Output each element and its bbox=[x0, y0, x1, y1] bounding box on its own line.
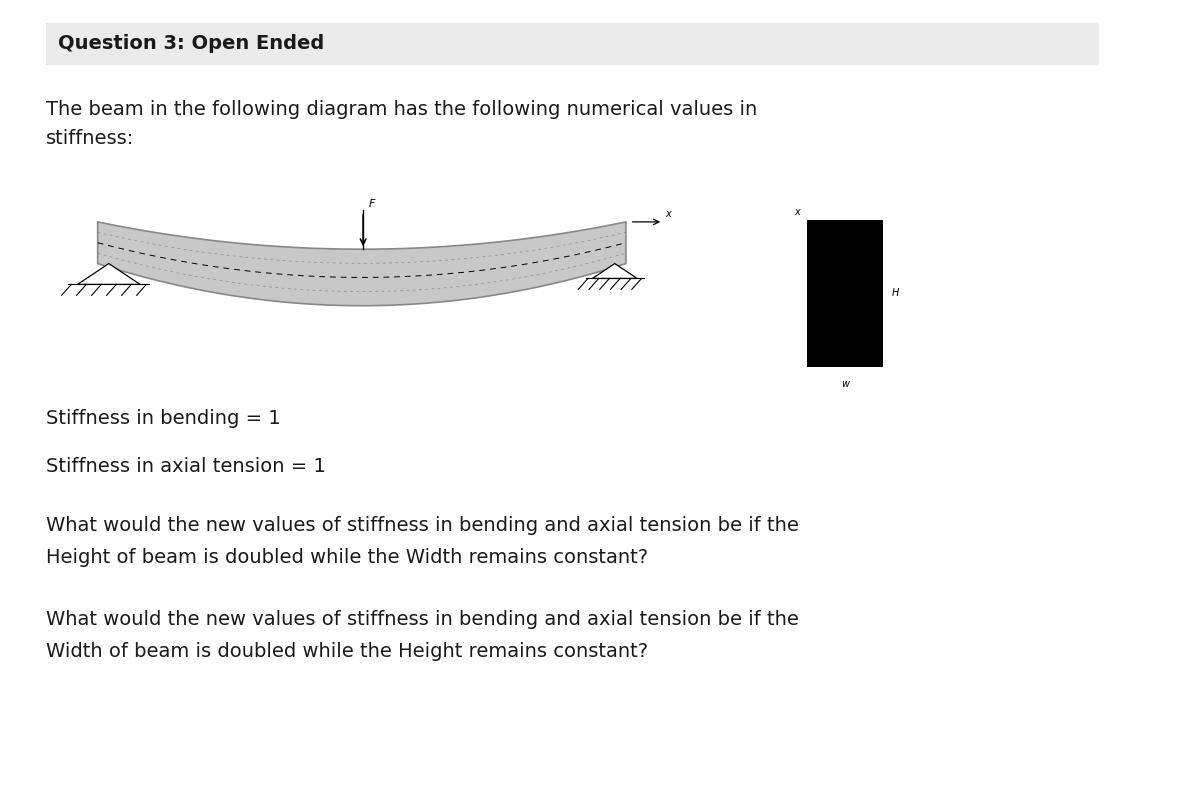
Text: stiffness:: stiffness: bbox=[46, 129, 134, 148]
FancyBboxPatch shape bbox=[806, 220, 883, 367]
Text: Height of beam is doubled while the Width remains constant?: Height of beam is doubled while the Widt… bbox=[46, 548, 648, 567]
Text: What would the new values of stiffness in bending and axial tension be if the: What would the new values of stiffness i… bbox=[46, 516, 798, 535]
Text: Question 3: Open Ended: Question 3: Open Ended bbox=[58, 34, 324, 53]
Text: w: w bbox=[841, 379, 850, 390]
Text: Stiffness in axial tension = 1: Stiffness in axial tension = 1 bbox=[46, 457, 325, 476]
Text: Stiffness in bending = 1: Stiffness in bending = 1 bbox=[46, 409, 281, 428]
Text: x: x bbox=[794, 206, 799, 217]
Text: What would the new values of stiffness in bending and axial tension be if the: What would the new values of stiffness i… bbox=[46, 610, 798, 629]
Polygon shape bbox=[97, 222, 626, 306]
Polygon shape bbox=[593, 264, 637, 278]
Text: Width of beam is doubled while the Height remains constant?: Width of beam is doubled while the Heigh… bbox=[46, 642, 648, 661]
Polygon shape bbox=[78, 264, 140, 285]
Text: H: H bbox=[892, 289, 899, 298]
Text: The beam in the following diagram has the following numerical values in: The beam in the following diagram has th… bbox=[46, 100, 757, 119]
Text: x: x bbox=[665, 210, 671, 219]
Text: F: F bbox=[370, 198, 376, 209]
